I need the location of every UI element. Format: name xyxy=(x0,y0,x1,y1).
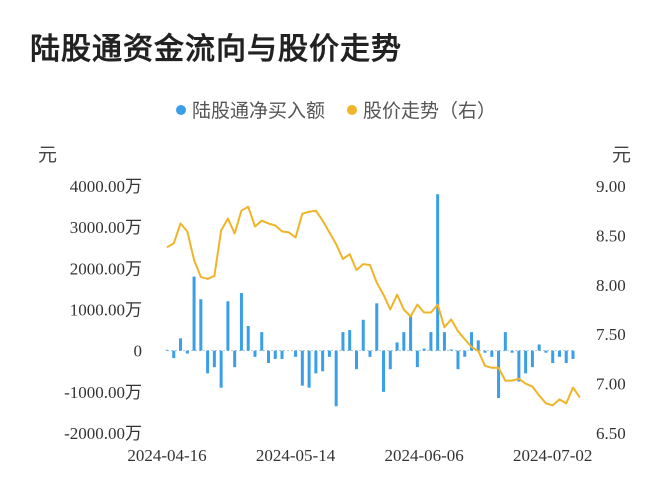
net-buy-bar xyxy=(456,350,460,370)
net-buy-bar xyxy=(206,350,210,374)
net-buy-bar xyxy=(226,301,230,351)
y-left-tick-label: -1000.00万 xyxy=(64,383,142,402)
net-buy-bar xyxy=(497,350,501,399)
right-axis-unit: 元 xyxy=(612,144,632,166)
net-buy-bar xyxy=(571,350,575,359)
net-buy-bar xyxy=(395,342,399,351)
net-buy-bar xyxy=(246,325,250,351)
net-buy-bar xyxy=(212,350,216,368)
net-buy-bar xyxy=(463,350,467,357)
legend-marker-price xyxy=(347,104,358,115)
y-left-tick-label: 3000.00万 xyxy=(70,218,142,237)
net-buy-bar xyxy=(483,350,487,353)
net-buy-bar xyxy=(239,293,243,351)
y-right-tick-label: 6.50 xyxy=(596,424,626,443)
net-buy-bar xyxy=(172,350,176,359)
net-buy-bar xyxy=(402,332,406,351)
net-buy-bar xyxy=(368,350,372,357)
y-right-tick-label: 7.00 xyxy=(596,375,626,394)
net-buy-bar xyxy=(517,350,521,382)
net-buy-bar xyxy=(442,332,446,351)
legend-label-net-buy: 陆股通净买入额 xyxy=(191,100,325,122)
net-buy-bar xyxy=(300,350,304,386)
y-left-tick-label: 4000.00万 xyxy=(70,177,142,196)
chart-title: 陆股通资金流向与股价走势 xyxy=(30,32,402,67)
net-buy-bar xyxy=(192,276,196,351)
net-buy-bar xyxy=(334,350,338,407)
legend: 陆股通净买入额 股价走势（右） xyxy=(0,96,672,123)
net-buy-bar xyxy=(544,350,548,353)
net-buy-bar xyxy=(354,350,358,370)
net-buy-bar xyxy=(436,194,440,351)
net-buy-bar xyxy=(422,348,426,351)
net-buy-bar xyxy=(382,350,386,392)
price-line xyxy=(166,205,581,407)
net-buy-bar xyxy=(375,303,379,351)
legend-marker-net-buy xyxy=(175,104,186,115)
net-buy-bar xyxy=(530,350,534,368)
x-tick-label: 2024-04-16 xyxy=(127,446,206,465)
net-buy-bar xyxy=(341,332,345,351)
net-buy-bar xyxy=(273,350,277,359)
net-buy-bar xyxy=(537,344,541,351)
y-left-tick-label: 2000.00万 xyxy=(70,259,142,278)
net-buy-bar xyxy=(470,332,473,351)
net-buy-bar xyxy=(327,350,331,357)
net-buy-bar xyxy=(476,340,480,351)
net-buy-bar xyxy=(503,332,507,351)
legend-label-price: 股价走势（右） xyxy=(363,100,497,122)
net-buy-bar xyxy=(557,350,561,357)
y-right-tick-label: 8.00 xyxy=(596,276,626,295)
net-buy-bar xyxy=(165,349,169,351)
net-buy-bar xyxy=(199,299,203,351)
net-buy-bar xyxy=(524,350,528,374)
net-buy-bar xyxy=(260,332,264,351)
net-buy-bar xyxy=(490,350,494,357)
net-buy-bar xyxy=(179,338,183,351)
net-buy-bar xyxy=(551,350,555,364)
net-buy-bar xyxy=(510,350,514,353)
net-buy-bar xyxy=(564,350,568,364)
legend-item-net-buy[interactable]: 陆股通净买入额 xyxy=(175,96,325,123)
y-left-tick-label: 1000.00万 xyxy=(70,301,142,320)
net-buy-bar xyxy=(219,350,223,388)
net-buy-bar xyxy=(321,350,325,372)
y-right-tick-label: 7.50 xyxy=(596,325,626,344)
x-tick-label: 2024-07-02 xyxy=(513,446,592,465)
net-buy-bar xyxy=(253,350,257,357)
x-tick-label: 2024-06-06 xyxy=(384,446,463,465)
net-buy-bar xyxy=(294,350,298,357)
legend-item-price[interactable]: 股价走势（右） xyxy=(347,96,496,123)
y-left-tick-label: 0 xyxy=(134,342,143,361)
net-buy-bar xyxy=(314,350,318,374)
net-buy-bar xyxy=(449,349,453,351)
net-buy-bar xyxy=(307,350,311,388)
x-tick-label: 2024-05-14 xyxy=(256,446,336,465)
net-buy-bar xyxy=(280,350,284,359)
net-buy-bar xyxy=(415,350,419,368)
y-left-tick-label: -2000.00万 xyxy=(64,424,142,443)
net-buy-bar xyxy=(233,350,237,368)
net-buy-bar xyxy=(361,319,365,351)
net-buy-bar xyxy=(429,332,433,351)
y-right-tick-label: 9.00 xyxy=(596,177,626,196)
net-buy-bar xyxy=(185,350,189,354)
net-buy-bar xyxy=(409,315,413,351)
net-buy-bar xyxy=(267,350,270,364)
left-axis-unit: 元 xyxy=(38,144,58,166)
y-right-tick-label: 8.50 xyxy=(596,226,626,245)
net-buy-bar xyxy=(388,350,392,370)
net-buy-bar xyxy=(348,330,352,351)
